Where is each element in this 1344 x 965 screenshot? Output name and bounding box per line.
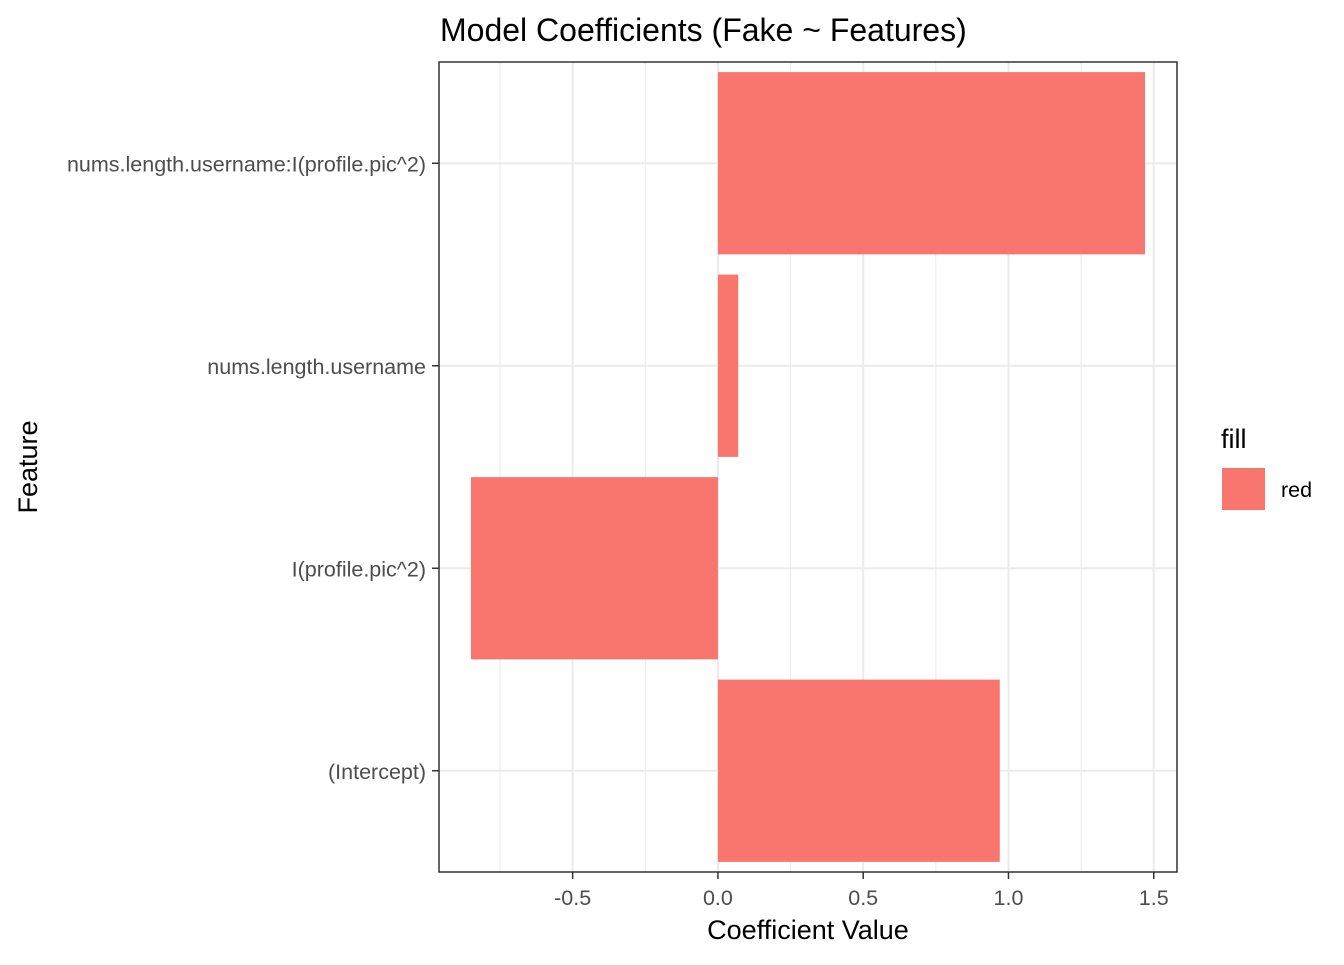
- x-axis: -0.5 0.0 0.5 1.0 1.5: [554, 872, 1169, 910]
- legend-swatch: [1222, 468, 1265, 510]
- chart-title: Model Coefficients (Fake ~ Features): [440, 12, 967, 48]
- legend: fill red: [1221, 424, 1312, 510]
- y-tick-label: I(profile.pic^2): [292, 557, 426, 581]
- x-axis-title: Coefficient Value: [707, 915, 909, 945]
- x-tick-label: 0.5: [848, 886, 878, 910]
- x-tick-label: -0.5: [554, 886, 591, 910]
- bar-0: [717, 679, 1000, 862]
- y-axis-title: Feature: [13, 420, 43, 513]
- legend-title: fill: [1221, 424, 1247, 454]
- x-tick-label: 1.0: [994, 886, 1024, 910]
- legend-entries: red: [1222, 468, 1312, 510]
- bar-3: [717, 72, 1146, 255]
- bar-1: [470, 477, 718, 660]
- bar-layer: [470, 72, 1146, 862]
- x-tick-label: 0.0: [703, 886, 733, 910]
- legend-label: red: [1281, 478, 1312, 502]
- x-tick-label: 1.5: [1139, 886, 1169, 910]
- y-tick-label: nums.length.username:I(profile.pic^2): [67, 152, 426, 176]
- panel-border: [438, 61, 1178, 873]
- bar-2: [717, 274, 739, 457]
- y-tick-label: nums.length.username: [207, 355, 426, 379]
- y-tick-label: (Intercept): [328, 760, 426, 784]
- y-axis: (Intercept) I(profile.pic^2) nums.length.u…: [67, 152, 439, 784]
